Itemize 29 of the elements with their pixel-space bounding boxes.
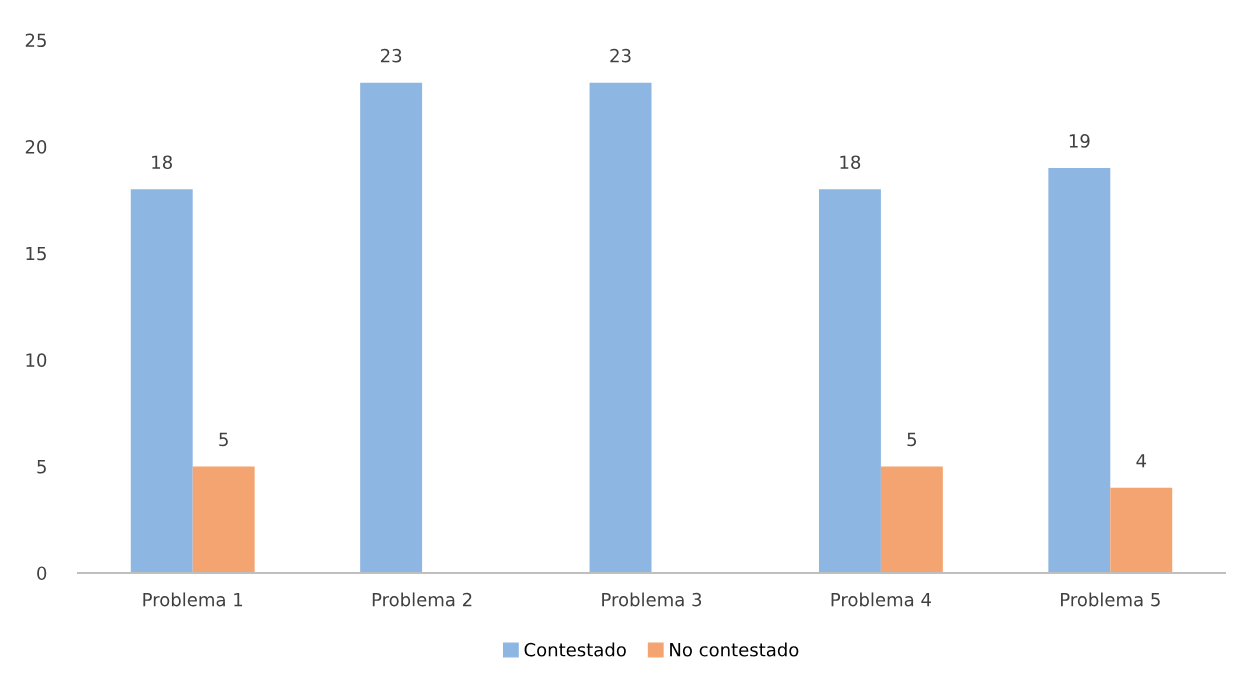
data-label: 18 [840, 155, 861, 170]
data-label: 18 [152, 155, 172, 170]
bar [1110, 487, 1173, 573]
bar [360, 82, 423, 573]
data-label: 23 [610, 48, 631, 63]
x-tick-label: Problema 2 [372, 592, 472, 607]
data-label: 5 [907, 432, 917, 447]
y-tick-label: 10 [26, 353, 47, 367]
y-tick-label: 0 [37, 566, 47, 581]
bar [880, 466, 943, 573]
data-label: 23 [380, 48, 402, 63]
data-label: 19 [1069, 134, 1090, 148]
bar [192, 466, 255, 573]
data-label: 4 [1136, 454, 1146, 468]
x-tick-label: Problema 3 [602, 592, 702, 607]
legend-label: No contestado [670, 642, 799, 657]
x-tick-label: Problema 1 [143, 592, 243, 607]
x-tick-label: Problema 5 [1061, 592, 1160, 607]
bar [1048, 167, 1111, 573]
y-tick-label: 20 [25, 140, 47, 154]
legend-label: Contestado [524, 642, 626, 657]
y-tick-label: 15 [26, 246, 46, 261]
x-tick-label: Problema 4 [831, 592, 931, 607]
bar [130, 189, 193, 573]
bar [589, 82, 652, 573]
y-tick-label: 5 [37, 460, 46, 474]
bar [818, 189, 881, 573]
data-label: 5 [219, 432, 228, 447]
y-tick-label: 25 [25, 33, 46, 48]
